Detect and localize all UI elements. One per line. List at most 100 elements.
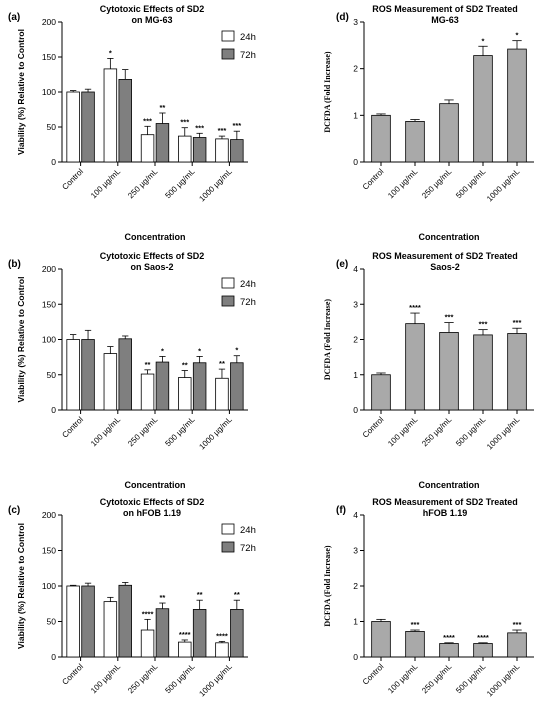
significance-marker: **** [179,630,191,639]
bar [155,608,170,658]
bar [439,332,459,411]
bar [230,139,244,163]
y-tick-label: 3 [353,17,358,27]
bar [81,585,95,658]
y-tick-label: 1 [353,617,358,627]
y-tick-label: 0 [51,652,56,662]
legend-label: 72h [240,543,256,554]
y-tick-label: 200 [42,510,56,520]
x-tick-label: 250 µg/mL [420,662,454,696]
y-tick-label: 200 [42,17,56,27]
significance-marker: **** [409,303,421,312]
panel-label: (e) [336,259,348,270]
y-tick-label: 1 [353,370,358,380]
bar [371,374,391,411]
legend-label: 72h [240,297,256,308]
x-tick-label: Control [361,662,386,687]
y-tick-label: 0 [353,652,358,662]
legend-swatch [221,541,235,553]
bar [192,609,207,658]
significance-marker: *** [479,320,488,329]
significance-marker: * [235,346,238,355]
legend-label: 72h [240,50,256,61]
y-tick-label: 150 [42,546,56,556]
y-axis-label: Viability (%) Relative to Control [16,523,26,649]
bar [140,134,155,163]
bar [140,629,155,658]
significance-marker: **** [216,631,228,640]
x-tick-label: Control [60,415,85,440]
bar [371,114,391,163]
x-tick-label: 250 µg/mL [420,167,454,201]
y-tick-label: 150 [42,52,56,62]
y-tick-label: 3 [353,299,358,309]
significance-marker: *** [232,121,241,130]
bar [118,79,132,163]
bar [192,362,207,411]
y-axis-label: DCFDA (Fold Increase) [323,299,332,381]
y-tick-label: 50 [47,122,57,132]
legend-swatch [221,295,235,307]
y-tick-label: 100 [42,87,56,97]
significance-marker: *** [195,123,204,132]
legend-label: 24h [240,279,256,290]
bar [405,121,425,163]
significance-marker: * [516,31,519,40]
y-tick-label: 1 [353,110,358,120]
chart-title-line: Cytotoxic Effects of SD2 [100,4,205,14]
bar [66,585,80,658]
bar [118,584,132,658]
bar [178,641,192,658]
bar [215,642,229,658]
bar [178,135,192,163]
chart-title-line: on Saos-2 [130,262,173,272]
significance-marker: * [482,36,485,45]
y-axis-label: DCFDA (Fold Increase) [323,545,332,627]
panel-label: (d) [336,12,349,23]
bar [507,632,527,658]
y-tick-label: 100 [42,581,56,591]
panel-label: (a) [8,12,20,23]
significance-marker: *** [143,116,152,125]
panel-label: (b) [8,259,21,270]
y-tick-label: 2 [353,581,358,591]
significance-marker: ** [160,103,166,112]
bar [81,339,95,411]
x-tick-label: 1000 µg/mL [485,415,522,452]
y-tick-label: 2 [353,64,358,74]
legend-swatch [221,523,235,535]
bar [66,339,80,411]
x-axis-label: Concentration [418,480,479,490]
significance-marker: *** [180,118,189,127]
bar [66,91,80,163]
x-tick-label: Control [60,662,85,687]
y-tick-label: 4 [353,510,358,520]
x-tick-label: 1000 µg/mL [197,662,234,699]
chart-title-line: Cytotoxic Effects of SD2 [100,251,205,261]
x-tick-label: 500 µg/mL [163,662,197,696]
chart-title-line: hFOB 1.19 [423,508,468,518]
x-tick-label: 250 µg/mL [420,415,454,449]
x-tick-label: 1000 µg/mL [197,167,234,204]
bar [155,123,170,163]
legend-label: 24h [240,525,256,536]
bar [81,91,95,163]
bar [192,137,207,163]
x-tick-label: 100 µg/mL [89,415,123,449]
chart-title-line: on hFOB 1.19 [123,508,181,518]
y-tick-label: 0 [51,157,56,167]
x-tick-label: 100 µg/mL [386,415,420,449]
bar [371,621,391,658]
bar [103,353,118,411]
panel-label: (f) [336,505,346,516]
x-tick-label: 500 µg/mL [163,167,197,201]
chart-title-line: MG-63 [431,15,459,25]
significance-marker: ** [160,593,166,602]
bar [405,323,425,411]
bar [405,631,425,658]
significance-marker: *** [513,620,522,629]
